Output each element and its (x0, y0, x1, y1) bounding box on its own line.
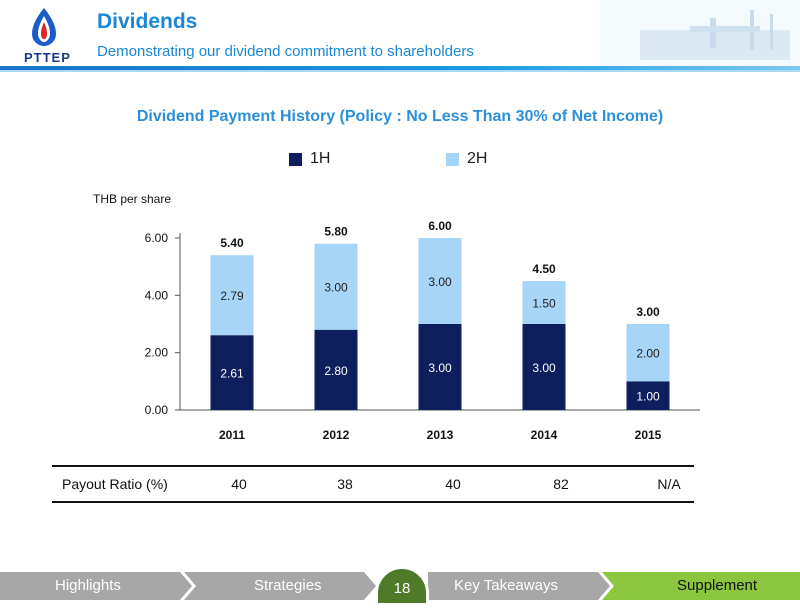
pttep-logo: PTTEP (14, 6, 78, 65)
bar-total-label: 6.00 (428, 219, 452, 233)
bar-total-label: 5.80 (324, 225, 348, 239)
legend-item-1h: 1H (289, 150, 330, 168)
payout-ratio-table: Payout Ratio (%) 40 38 40 82 N/A (52, 465, 694, 503)
bar-value-label: 3.00 (324, 281, 348, 295)
legend-swatch-2h (446, 152, 459, 166)
bar-value-label: 2.00 (636, 347, 660, 361)
bar-2h-2014 (522, 281, 566, 324)
payout-value-2015: N/A (657, 476, 681, 492)
nav-strategies[interactable]: Strategies (254, 577, 322, 594)
x-tick-label: 2013 (427, 428, 454, 442)
x-tick-label: 2015 (635, 428, 662, 442)
bar-1h-2011 (210, 335, 254, 410)
x-tick-label: 2012 (323, 428, 350, 442)
section-nav: Highlights Strategies Key Takeaways Supp… (0, 572, 800, 600)
nav-key-takeaways[interactable]: Key Takeaways (454, 577, 558, 594)
bar-1h-2013 (418, 324, 462, 410)
bar-value-label: 1.50 (532, 297, 556, 311)
offshore-platform-graphic (600, 0, 800, 66)
bar-1h-2014 (522, 324, 566, 410)
legend-label-1h: 1H (310, 150, 331, 167)
bar-2h-2011 (210, 255, 254, 336)
bar-value-label: 3.00 (428, 275, 452, 289)
bar-value-label: 2.80 (324, 364, 348, 378)
legend-swatch-1h (289, 152, 302, 166)
page-title: Dividends (97, 10, 198, 33)
payout-value-2014: 82 (553, 476, 569, 492)
payout-value-2013: 40 (445, 476, 461, 492)
header-divider (0, 66, 800, 70)
header-divider-light (0, 70, 800, 72)
bar-total-label: 4.50 (532, 262, 556, 276)
bar-2h-2013 (418, 238, 462, 324)
bar-value-label: 2.79 (220, 289, 244, 303)
y-axis-unit-label: THB per share (93, 192, 172, 206)
payout-value-2012: 38 (337, 476, 353, 492)
bar-total-label: 3.00 (636, 305, 660, 319)
bar-total-label: 5.40 (220, 236, 244, 250)
nav-supplement[interactable]: Supplement (677, 577, 758, 594)
logo-text: PTTEP (24, 50, 71, 65)
bar-value-label: 1.00 (636, 390, 660, 404)
chart-title: Dividend Payment History (Policy : No Le… (136, 108, 664, 125)
payout-value-2011: 40 (231, 476, 247, 492)
bar-1h-2012 (314, 329, 358, 410)
header: PTTEP Dividends Demonstrating our divide… (0, 0, 800, 72)
payout-ratio-label: Payout Ratio (%) (62, 476, 168, 492)
nav-highlights[interactable]: Highlights (55, 577, 121, 594)
y-tick-label: 4.00 (145, 288, 169, 302)
bar-value-label: 3.00 (532, 361, 556, 375)
dividend-bar-chart: 0.00 2.00 4.00 6.00 2.61 2.79 5.40 2011 2.80 3.00… (145, 219, 700, 442)
bar-2h-2015 (626, 324, 670, 382)
y-tick-label: 0.00 (145, 403, 169, 417)
bar-2h-2012 (314, 243, 358, 330)
bar-1h-2015 (626, 381, 670, 410)
bar-value-label: 2.61 (220, 367, 244, 381)
x-tick-label: 2011 (219, 428, 245, 442)
legend-item-2h: 2H (446, 150, 487, 168)
section-nav-arrows (0, 572, 800, 600)
y-tick-label: 6.00 (145, 231, 169, 245)
page-subtitle: Demonstrating our dividend commitment to… (97, 43, 474, 60)
legend-label-2h: 2H (467, 150, 488, 167)
bar-value-label: 3.00 (428, 361, 452, 375)
y-tick-label: 2.00 (145, 346, 169, 360)
x-tick-label: 2014 (531, 428, 558, 442)
